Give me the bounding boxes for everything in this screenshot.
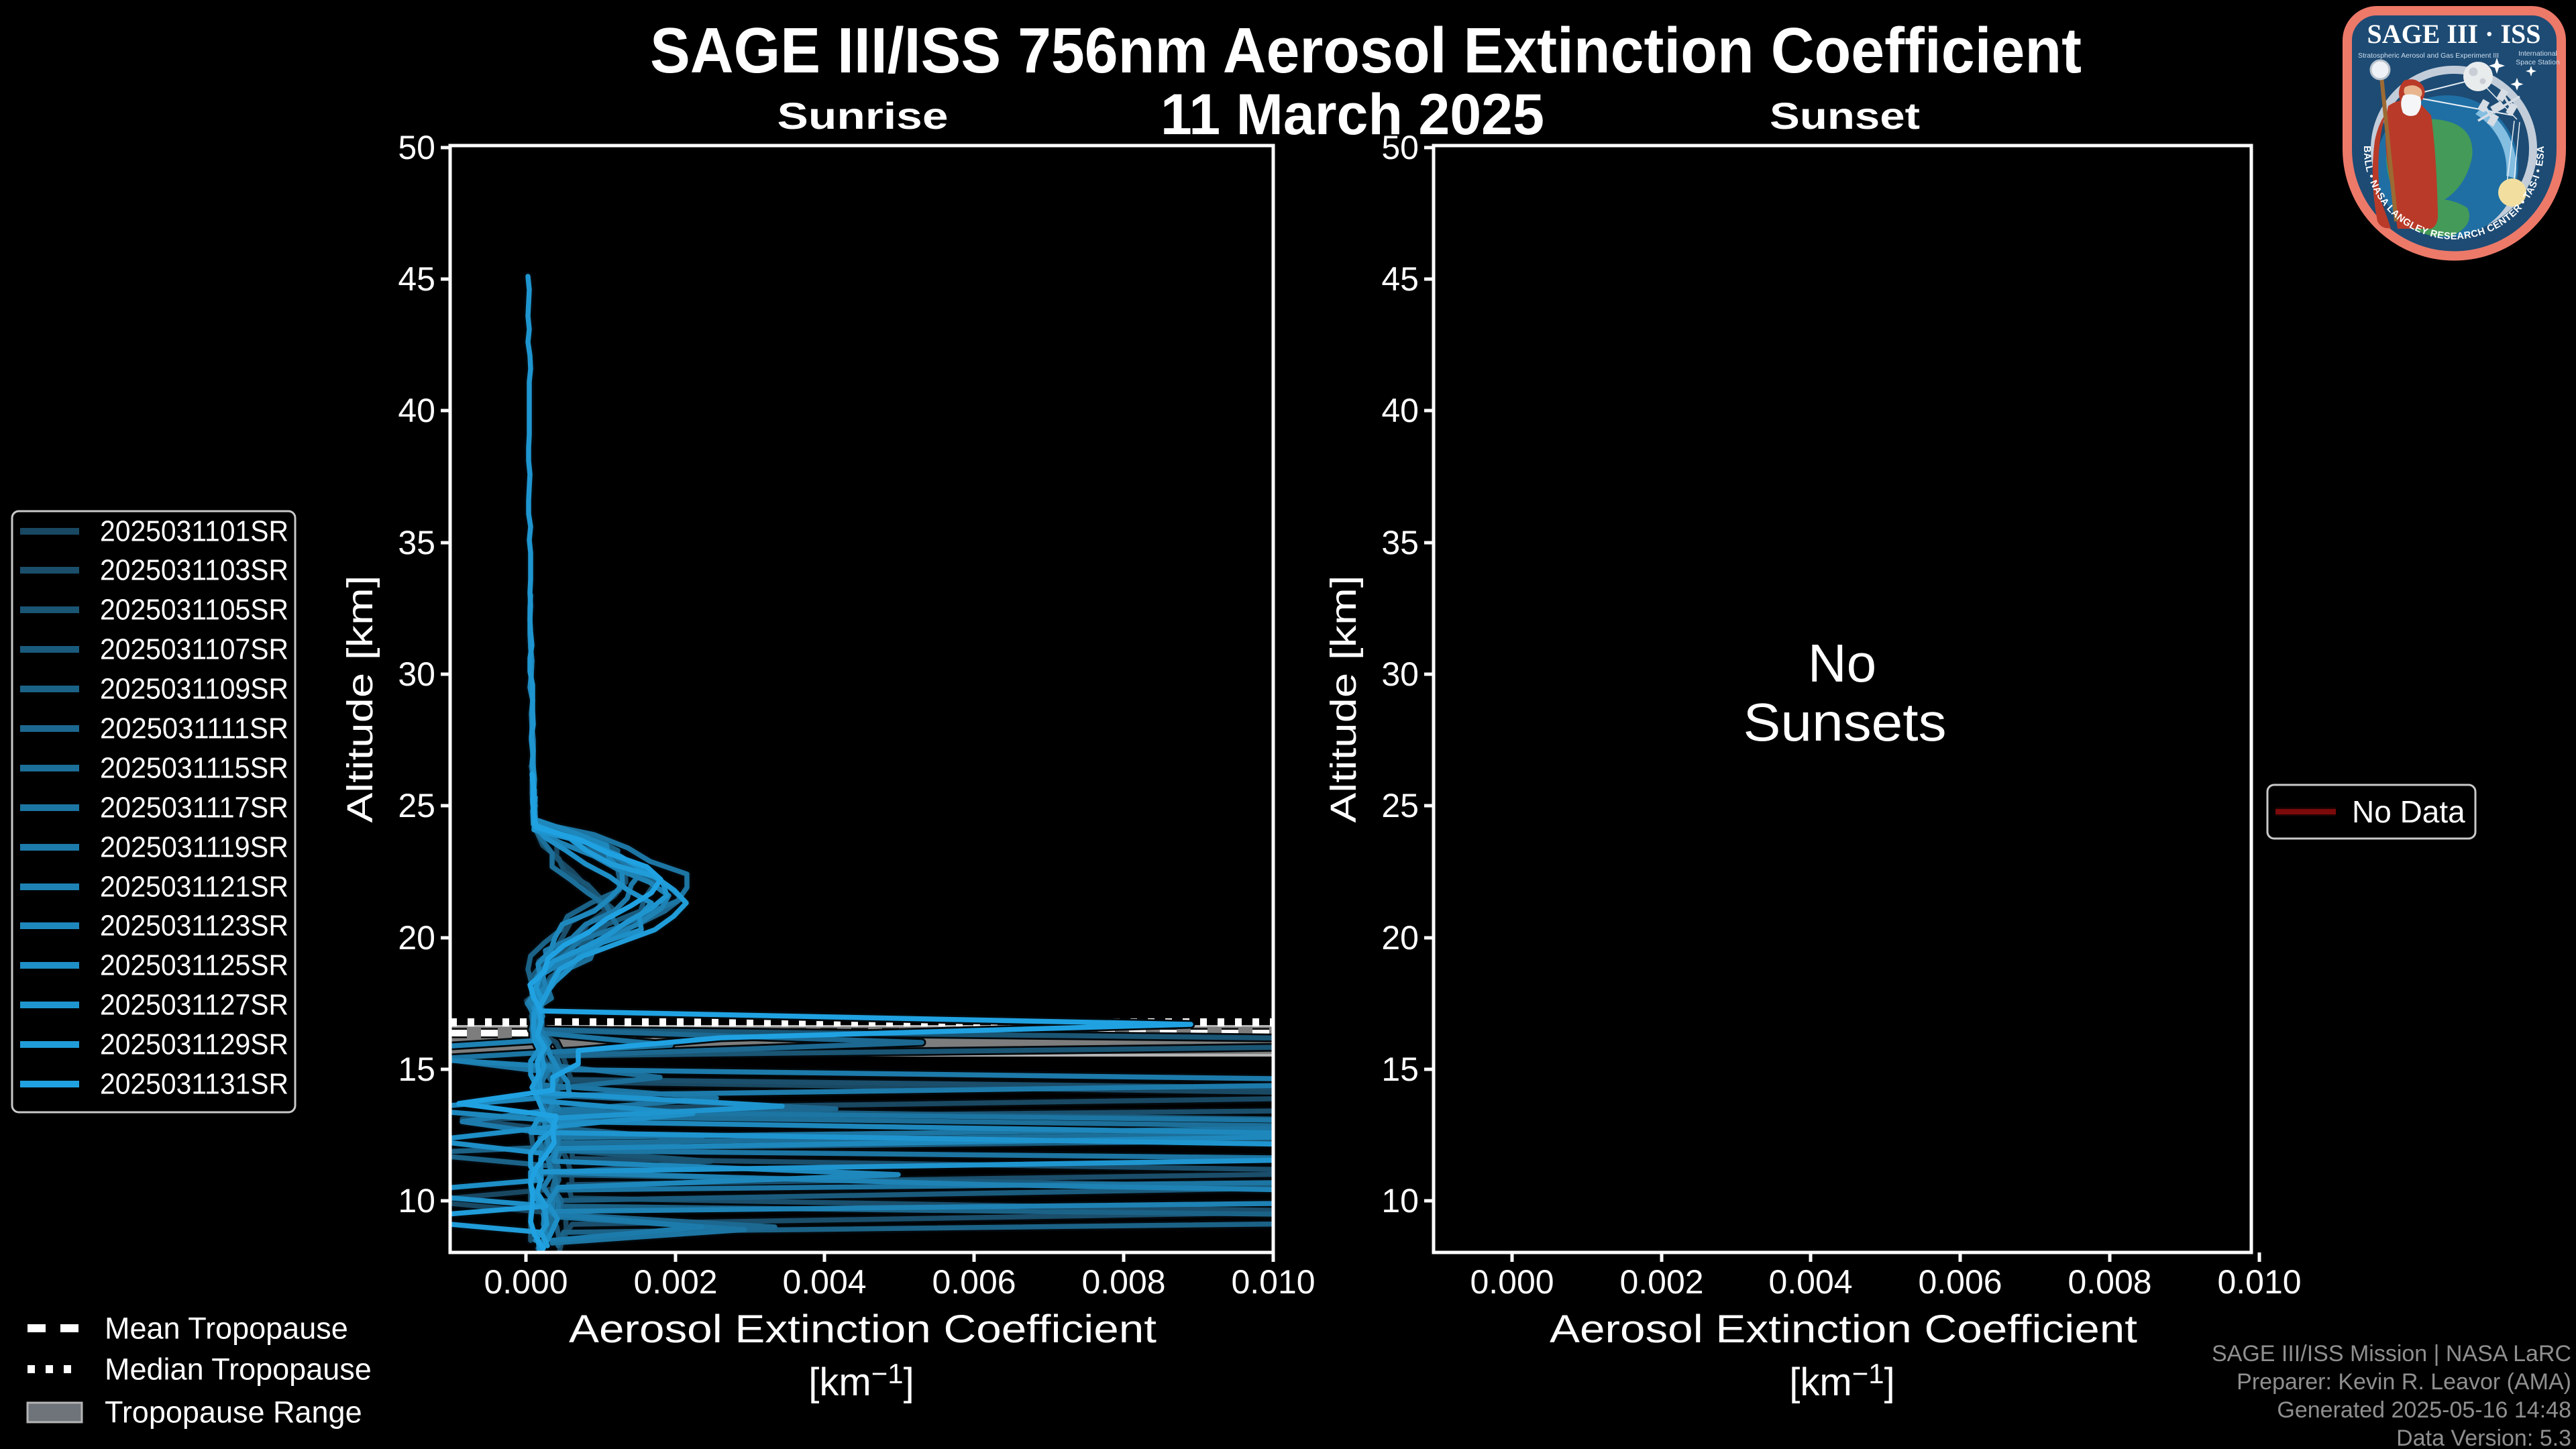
svg-text:0.002: 0.002 <box>1619 1263 1703 1301</box>
svg-text:45: 45 <box>398 260 435 298</box>
svg-text:SAGE III/ISS Mission | NASA La: SAGE III/ISS Mission | NASA LaRC <box>2212 1341 2571 1366</box>
svg-text:2025031123SR: 2025031123SR <box>100 910 288 943</box>
svg-text:40: 40 <box>398 392 435 429</box>
svg-text:40: 40 <box>1381 392 1419 429</box>
svg-text:0.000: 0.000 <box>1470 1263 1554 1301</box>
svg-text:Altitude [km]: Altitude [km] <box>340 576 380 823</box>
svg-text:Tropopause Range: Tropopause Range <box>105 1395 362 1430</box>
svg-text:International: International <box>2518 50 2557 58</box>
svg-text:Generated 2025-05-16 14:48: Generated 2025-05-16 14:48 <box>2277 1397 2571 1423</box>
svg-text:2025031101SR: 2025031101SR <box>100 515 288 548</box>
svg-text:45: 45 <box>1381 260 1419 298</box>
svg-text:No Data: No Data <box>2352 794 2465 829</box>
svg-text:35: 35 <box>1381 524 1419 561</box>
svg-text:2025031127SR: 2025031127SR <box>100 989 288 1022</box>
svg-text:2025031125SR: 2025031125SR <box>100 949 288 982</box>
svg-text:2025031131SR: 2025031131SR <box>100 1068 288 1101</box>
svg-text:2025031115SR: 2025031115SR <box>100 752 288 785</box>
svg-text:Space Station: Space Station <box>2516 58 2560 66</box>
svg-text:20: 20 <box>1381 919 1419 957</box>
svg-text:Preparer: Kevin R. Leavor (AMA: Preparer: Kevin R. Leavor (AMA) <box>2237 1369 2571 1395</box>
svg-text:0.008: 0.008 <box>2068 1263 2151 1301</box>
svg-text:30: 30 <box>398 655 435 693</box>
svg-text:2025031119SR: 2025031119SR <box>100 831 288 864</box>
svg-text:25: 25 <box>398 787 435 824</box>
svg-text:Data Version: 5.3: Data Version: 5.3 <box>2396 1426 2571 1449</box>
svg-text:SAGE III/ISS 756nm Aerosol Ext: SAGE III/ISS 756nm Aerosol Extinction Co… <box>650 15 2082 87</box>
svg-text:Aerosol Extinction Coefficient: Aerosol Extinction Coefficient <box>569 1307 1157 1351</box>
svg-text:Median Tropopause: Median Tropopause <box>105 1352 372 1387</box>
svg-text:0.000: 0.000 <box>484 1263 568 1301</box>
svg-text:Aerosol Extinction Coefficient: Aerosol Extinction Coefficient <box>1550 1307 2137 1351</box>
svg-text:0.006: 0.006 <box>932 1263 1016 1301</box>
svg-text:Altitude [km]: Altitude [km] <box>1324 576 1364 823</box>
svg-text:15: 15 <box>398 1051 435 1088</box>
svg-text:0.006: 0.006 <box>1918 1263 2002 1301</box>
svg-text:0.010: 0.010 <box>2217 1263 2301 1301</box>
svg-text:50: 50 <box>398 129 435 166</box>
svg-text:0.004: 0.004 <box>782 1263 866 1301</box>
svg-text:Sunrise: Sunrise <box>777 95 949 137</box>
svg-text:0.004: 0.004 <box>1768 1263 1852 1301</box>
svg-text:2025031111SR: 2025031111SR <box>100 712 288 745</box>
svg-text:2025031109SR: 2025031109SR <box>100 673 288 706</box>
svg-text:50: 50 <box>1381 129 1419 166</box>
svg-text:0.008: 0.008 <box>1081 1263 1165 1301</box>
svg-text:2025031129SR: 2025031129SR <box>100 1028 288 1061</box>
svg-text:10: 10 <box>398 1182 435 1220</box>
svg-text:Mean Tropopause: Mean Tropopause <box>105 1311 348 1346</box>
svg-text:2025031107SR: 2025031107SR <box>100 633 288 666</box>
svg-text:SAGE III · ISS: SAGE III · ISS <box>2367 19 2540 49</box>
svg-text:2025031105SR: 2025031105SR <box>100 594 288 627</box>
svg-text:15: 15 <box>1381 1051 1419 1088</box>
svg-text:Sunset: Sunset <box>1770 95 1920 137</box>
svg-text:25: 25 <box>1381 787 1419 824</box>
svg-text:Stratospheric Aerosol and Gas: Stratospheric Aerosol and Gas Experiment… <box>2358 52 2499 60</box>
svg-text:20: 20 <box>398 919 435 957</box>
svg-text:2025031121SR: 2025031121SR <box>100 871 288 904</box>
svg-text:2025031103SR: 2025031103SR <box>100 554 288 587</box>
svg-text:0.002: 0.002 <box>633 1263 717 1301</box>
svg-text:11 March 2025: 11 March 2025 <box>1161 83 1544 147</box>
svg-text:No: No <box>1808 633 1876 693</box>
svg-text:0.010: 0.010 <box>1231 1263 1315 1301</box>
svg-text:Sunsets: Sunsets <box>1743 692 1947 752</box>
svg-text:30: 30 <box>1381 655 1419 693</box>
svg-text:10: 10 <box>1381 1182 1419 1220</box>
svg-text:2025031117SR: 2025031117SR <box>100 792 288 824</box>
svg-text:35: 35 <box>398 524 435 561</box>
